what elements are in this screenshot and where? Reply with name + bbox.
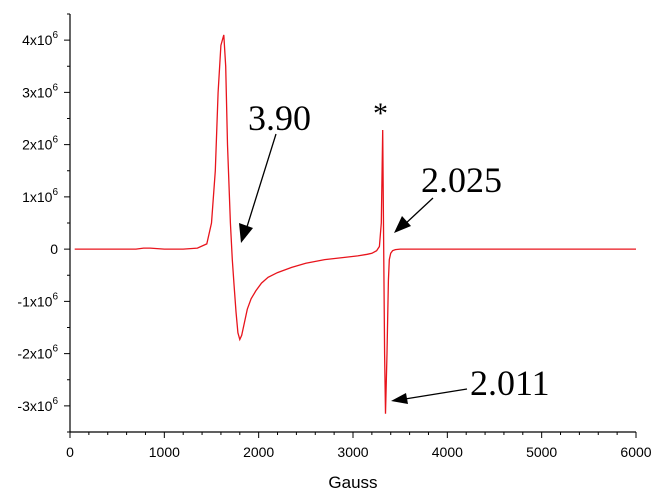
x-tick-label: 4000 <box>432 444 463 460</box>
x-tick-label: 0 <box>66 444 74 460</box>
y-tick-label: -2x106 <box>17 344 58 362</box>
x-tick-label: 6000 <box>620 444 651 460</box>
annotation-3-90: 3.90 <box>248 98 311 138</box>
y-tick-label: -3x106 <box>17 396 58 414</box>
annotation-labels: 3.90 * 2.025 2.011 <box>248 97 550 403</box>
arrow-3-90-head <box>239 223 253 243</box>
x-tick-label: 5000 <box>526 444 557 460</box>
x-axis-title: Gauss <box>328 473 377 492</box>
arrow-3-90-shaft <box>245 133 277 231</box>
x-tick-label: 3000 <box>337 444 368 460</box>
y-tick-label: -1x106 <box>17 291 58 309</box>
annotation-2-011: 2.011 <box>470 363 550 403</box>
y-tick-label: 2x106 <box>22 135 58 153</box>
annotation-arrows <box>239 133 468 404</box>
y-tick-label: 0 <box>50 241 58 257</box>
arrow-2-011-shaft <box>404 388 468 400</box>
annotation-2-025: 2.025 <box>421 160 502 200</box>
y-tick-labels: -3x106 -2x106 -1x106 0 1x106 2x106 3x106 4x106 <box>17 30 58 414</box>
axis-ticks <box>64 13 637 438</box>
arrow-2-011-head <box>391 393 408 404</box>
arrow-2-025-shaft <box>403 197 434 226</box>
x-tick-label: 1000 <box>149 444 180 460</box>
y-tick-label: 4x106 <box>22 30 58 48</box>
annotation-asterisk: * <box>373 97 388 130</box>
y-tick-label: 3x106 <box>22 82 58 100</box>
x-tick-labels: 0 1000 2000 3000 4000 5000 6000 <box>66 444 652 460</box>
y-tick-label: 1x106 <box>22 187 58 205</box>
spectrum-line <box>74 34 636 414</box>
x-tick-label: 2000 <box>243 444 274 460</box>
arrow-2-025-head <box>394 216 411 233</box>
